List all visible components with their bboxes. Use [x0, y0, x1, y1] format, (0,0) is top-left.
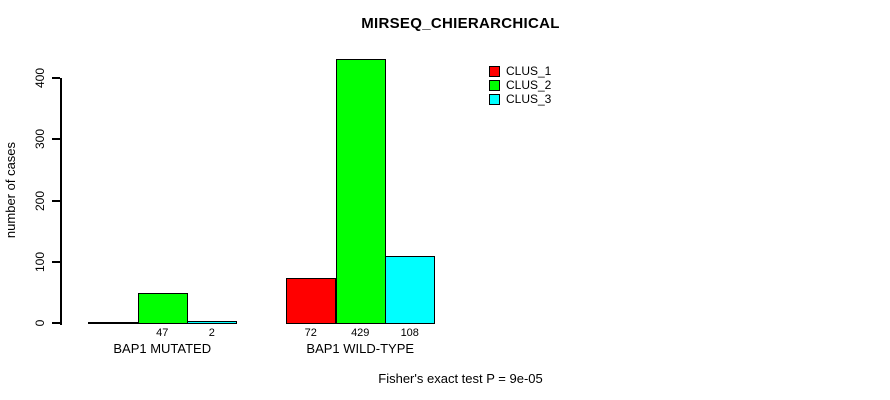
legend-item-clus-1: CLUS_1	[489, 64, 551, 78]
y-tick-mark	[52, 138, 60, 141]
chart-title: MIRSEQ_CHIERARCHICAL	[361, 15, 560, 32]
bar-value-label: 47	[156, 327, 169, 339]
legend-item-clus-3: CLUS_3	[489, 92, 551, 106]
y-tick-label: 100	[33, 251, 47, 272]
legend-label: CLUS_1	[506, 64, 552, 78]
y-tick-label: 400	[33, 67, 47, 89]
x-category-label-bap1-wild-type: BAP1 WILD-TYPE	[306, 341, 415, 356]
legend-swatch-clus-1	[489, 65, 500, 77]
bar-clus-2-bap1-wild-type	[335, 59, 386, 324]
legend-label: CLUS_3	[506, 92, 552, 106]
legend: CLUS_1 CLUS_2 CLUS_3	[489, 64, 551, 106]
bar-clus-1-bap1-wild-type	[286, 278, 336, 324]
legend-swatch-clus-3	[489, 93, 500, 105]
y-tick-mark	[52, 199, 60, 202]
bar-clus-1-bap1-mutated	[88, 322, 138, 324]
annotation-text: Fisher's exact test P = 9e-05	[378, 371, 543, 386]
y-tick-mark	[52, 77, 60, 79]
bar-value-label: 429	[351, 327, 370, 339]
bar-clus-2-bap1-mutated	[137, 293, 188, 324]
y-tick-mark	[52, 260, 60, 263]
y-axis-line	[60, 78, 62, 325]
bar-value-label: 108	[400, 327, 419, 339]
legend-label: CLUS_2	[506, 78, 552, 92]
y-tick-label: 200	[33, 190, 47, 211]
y-tick-label: 0	[33, 319, 47, 327]
x-category-label-bap1-mutated: BAP1 MUTATED	[113, 341, 212, 356]
legend-swatch-clus-2	[489, 79, 500, 91]
y-tick-label: 300	[33, 129, 47, 150]
bar-clus-3-bap1-mutated	[187, 321, 237, 324]
bar-value-label: 2	[208, 327, 215, 339]
y-axis-label: number of cases	[3, 141, 18, 239]
legend-item-clus-2: CLUS_2	[489, 78, 551, 92]
bar-value-label: 72	[304, 327, 317, 339]
y-tick-mark	[52, 322, 60, 324]
bar-clus-3-bap1-wild-type	[385, 256, 435, 324]
